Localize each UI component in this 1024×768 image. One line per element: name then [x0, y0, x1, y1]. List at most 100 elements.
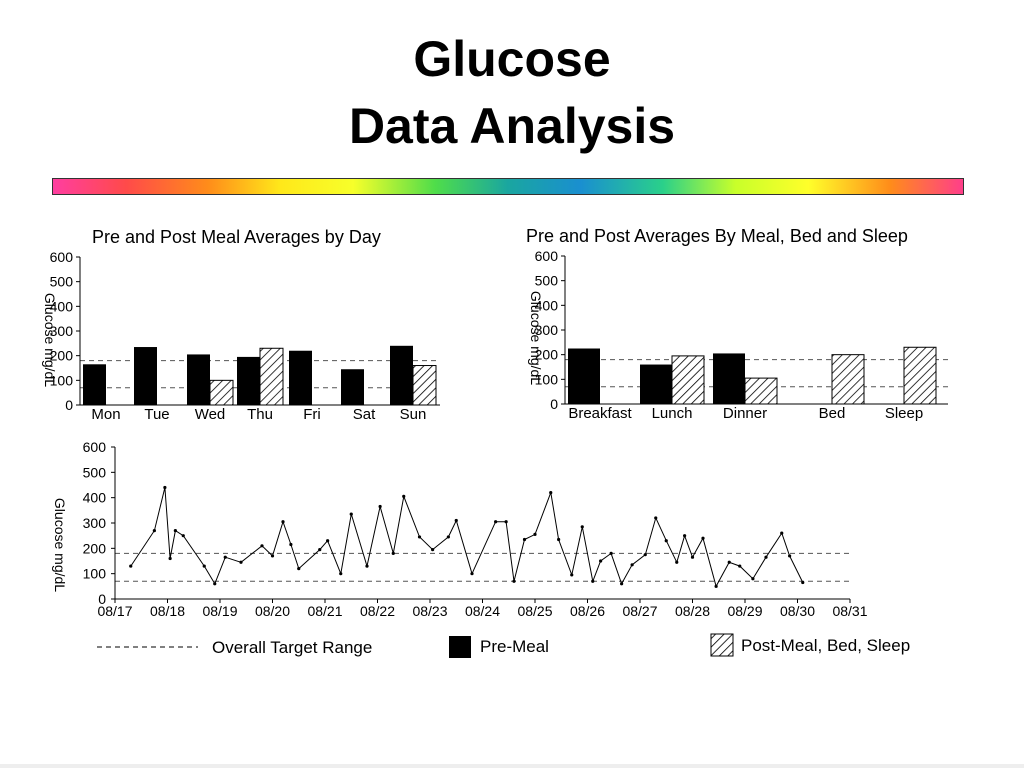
x-tick-label: 08/22: [360, 603, 395, 619]
y-tick-label: 600: [50, 249, 74, 265]
legend-target-range-label: Overall Target Range: [212, 638, 372, 657]
x-tick-label: 08/19: [202, 603, 237, 619]
glucose-reading-point: [402, 494, 406, 498]
glucose-reading-point: [152, 529, 156, 533]
y-tick-label: 600: [83, 439, 107, 455]
pre-meal-bar: [187, 354, 210, 405]
x-category-label: Bed: [819, 405, 846, 422]
y-tick-label: 200: [83, 540, 107, 556]
glucose-reading-point: [714, 584, 718, 588]
glucose-reading-point: [281, 520, 285, 524]
x-category-label: Sleep: [885, 405, 923, 422]
y-tick-label: 300: [83, 515, 107, 531]
glucose-reading-point: [163, 485, 167, 490]
x-category-label: Lunch: [652, 405, 693, 422]
glucose-reading-point: [701, 536, 705, 540]
x-category-label: Dinner: [723, 405, 767, 422]
glucose-reading-point: [270, 554, 275, 558]
x-category-label: Mon: [91, 406, 120, 423]
glucose-reading-point: [454, 518, 458, 523]
glucose-reading-point: [431, 548, 435, 552]
glucose-reading-point: [533, 532, 537, 537]
glucose-reading-point: [522, 537, 527, 542]
glucose-reading-point: [260, 544, 264, 548]
x-category-label: Sat: [353, 406, 376, 423]
rainbow-divider-bar: [52, 178, 964, 195]
x-tick-label: 08/23: [412, 603, 447, 619]
glucose-reading-point: [599, 559, 603, 563]
glucose-reading-point: [349, 512, 353, 516]
pre-meal-bar: [289, 350, 312, 405]
glucose-reading-point: [683, 534, 687, 538]
line-chart-y-axis-label: Glucose mg/dL: [52, 498, 68, 592]
glucose-reading-point: [297, 567, 301, 571]
slide-title-line-1: Glucose: [413, 31, 611, 87]
glucose-reading-point: [549, 491, 553, 495]
glucose-reading-point: [751, 577, 755, 581]
post-meal-bar: [903, 346, 937, 405]
post-meal-bar: [259, 347, 284, 406]
glucose-reading-point: [223, 555, 227, 559]
pre-meal-bar: [390, 345, 413, 405]
glucose-reading-point: [339, 572, 343, 576]
glucose-readings-line: [130, 487, 804, 588]
glucose-reading-point: [129, 564, 133, 568]
y-tick-label: 100: [50, 372, 74, 388]
meal-chart-title: Pre and Post Averages By Meal, Bed and S…: [526, 226, 908, 246]
glucose-reading-point: [630, 563, 634, 567]
chart-legend: Overall Target Range Pre-Meal Post-Meal,…: [97, 633, 910, 658]
glucose-reading-point: [494, 520, 498, 524]
pre-meal-bar: [134, 347, 157, 405]
y-tick-label: 100: [535, 371, 559, 387]
x-tick-label: 08/29: [727, 603, 762, 619]
glucose-reading-point: [202, 564, 206, 568]
legend-pre-meal-swatch: [449, 636, 471, 658]
x-tick-label: 08/20: [255, 603, 290, 619]
glucose-reading-point: [470, 572, 474, 576]
y-tick-label: 0: [98, 591, 106, 607]
x-tick-label: 08/31: [832, 603, 867, 619]
legend-post-meal-label: Post-Meal, Bed, Sleep: [741, 636, 910, 655]
glucose-reading-point: [391, 551, 395, 556]
x-category-label: Thu: [247, 406, 273, 423]
glucose-reading-point: [557, 537, 561, 542]
x-tick-label: 08/24: [465, 603, 500, 619]
meal-chart-y-axis-label: Glucose mg/dL: [528, 291, 544, 385]
x-tick-label: 08/28: [675, 603, 710, 619]
pre-meal-bar: [713, 353, 745, 404]
pre-meal-bar: [640, 364, 672, 404]
x-tick-label: 08/17: [97, 603, 132, 619]
y-tick-label: 400: [83, 490, 107, 506]
glucose-reading-point: [801, 580, 805, 585]
glucose-reading-point: [213, 582, 217, 586]
y-tick-label: 500: [83, 464, 107, 480]
post-meal-bar: [831, 354, 865, 405]
post-meal-bar: [209, 379, 234, 406]
post-meal-bar: [412, 365, 437, 406]
post-meal-bar: [671, 355, 705, 405]
x-tick-label: 08/27: [622, 603, 657, 619]
y-tick-label: 500: [535, 273, 559, 289]
x-tick-label: 08/21: [307, 603, 342, 619]
glucose-reading-point: [580, 525, 584, 529]
x-category-label: Breakfast: [568, 405, 632, 422]
glucose-reading-point: [181, 534, 185, 538]
x-category-label: Fri: [303, 406, 321, 423]
y-tick-label: 0: [550, 396, 558, 412]
glucose-reading-point: [378, 504, 382, 509]
glucose-reading-point: [764, 555, 768, 559]
glucose-reading-point: [289, 542, 293, 547]
day-chart-y-axis-label: Glucose mg/dL: [42, 293, 58, 387]
glucose-reading-point: [643, 553, 647, 557]
day-averages-chart: Pre and Post Meal Averages by Day Glucos…: [42, 227, 440, 423]
daily-readings-line-chart: Glucose mg/dL 0 100 200 300 400 500 600 08/17 0…: [52, 439, 868, 619]
y-tick-label: 500: [50, 274, 74, 290]
y-tick-label: 300: [535, 322, 559, 338]
glucose-reading-point: [738, 564, 742, 568]
y-tick-label: 100: [83, 566, 107, 582]
glucose-reading-point: [788, 554, 792, 558]
glucose-reading-point: [675, 560, 679, 564]
glucose-reading-point: [609, 551, 613, 556]
glucose-reading-point: [727, 560, 731, 564]
